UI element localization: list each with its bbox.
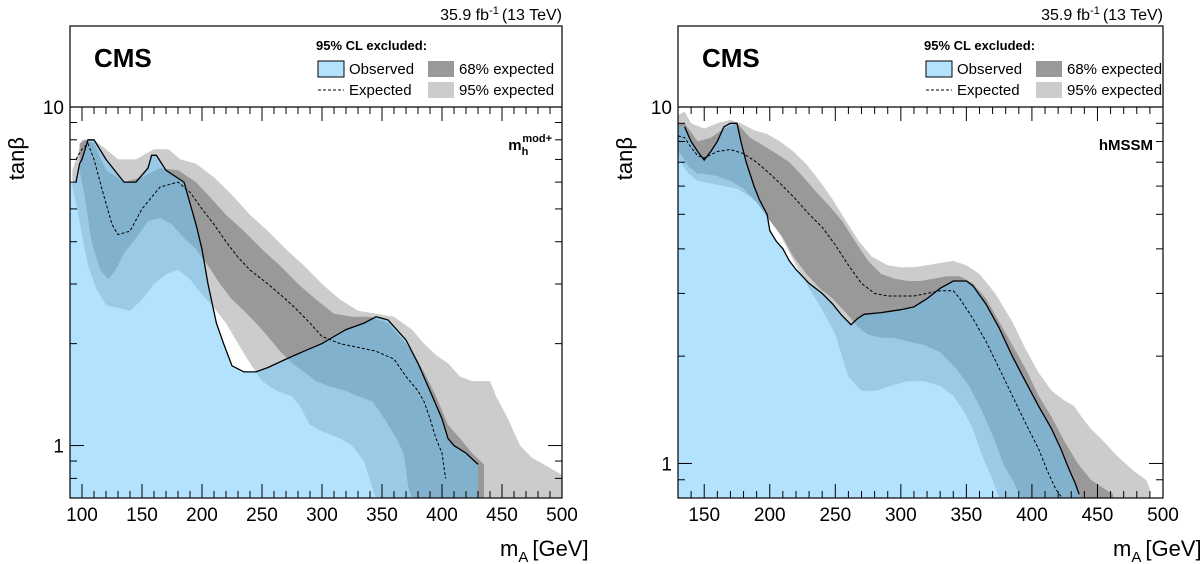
luminosity-exponent: -1 [489, 5, 499, 17]
luminosity-label: 35.9 fb-1 (13 TeV) [440, 5, 562, 24]
legend-title: 95% CL excluded: [924, 38, 1035, 53]
x-axis-title-unit: [GeV] [532, 536, 588, 561]
experiment-label: CMS [94, 43, 152, 73]
observed-excluded-area [678, 123, 1081, 498]
legend-expected-label: Expected [349, 82, 412, 99]
legend-expected-label: Expected [957, 82, 1020, 99]
x-tick-label: 450 [1082, 505, 1114, 526]
legend-95-swatch [428, 82, 454, 98]
observed-limit-line [684, 122, 1080, 495]
luminosity-exponent: -1 [1090, 5, 1100, 17]
x-tick-label: 350 [951, 505, 983, 526]
expected-limit-line [75, 142, 447, 479]
frame [677, 25, 1164, 499]
legend-observed-label: Observed [957, 61, 1022, 78]
x-tick-label: 300 [306, 505, 338, 526]
luminosity-value: 35.9 fb [1041, 7, 1090, 24]
scenario-label: mhmod+ [508, 133, 552, 158]
plot-area [678, 111, 1150, 498]
legend-68-swatch [1036, 61, 1062, 77]
x-axis-title-sub: A [518, 549, 528, 564]
scenario-sub: h [522, 146, 529, 158]
x-axis-title-main: m [1113, 536, 1131, 561]
y-axis-title: tanβ [612, 137, 637, 180]
energy-label: (13 TeV) [1103, 7, 1163, 24]
scenario-label: hMSSM [1099, 137, 1153, 154]
luminosity-value: 35.9 fb [440, 7, 489, 24]
x-tick-label: 500 [546, 505, 578, 526]
energy-label: (13 TeV) [502, 7, 562, 24]
legend-68-swatch [428, 61, 454, 77]
x-tick-label: 350 [366, 505, 398, 526]
x-tick-label: 250 [246, 505, 278, 526]
y-tick-label: 10 [43, 98, 64, 119]
y-tick-label: 1 [53, 437, 64, 458]
scenario-sup: mod+ [522, 133, 552, 145]
frame [69, 25, 563, 499]
x-axis-title-main: m [500, 536, 518, 561]
luminosity-label: 35.9 fb-1 (13 TeV) [1041, 5, 1163, 24]
x-tick-label: 150 [126, 505, 158, 526]
x-axis-title: mA [GeV] [500, 536, 589, 564]
legend-95-swatch [1036, 82, 1062, 98]
legend-observed-swatch [925, 60, 953, 78]
x-axis-title: mA [GeV] [1113, 536, 1200, 564]
x-tick-label: 200 [186, 505, 218, 526]
x-tick-label: 400 [426, 505, 458, 526]
legend-95-label: 95% expected [459, 82, 554, 99]
legend-68-label: 68% expected [459, 61, 554, 78]
legend: 95% CL excluded: Observed Expected 68% expe… [924, 38, 1162, 99]
y-tick-label: 10 [651, 98, 672, 119]
x-tick-label: 500 [1147, 505, 1179, 526]
legend-observed-label: Observed [349, 61, 414, 78]
scenario-main: m [508, 137, 521, 154]
x-axis-title-unit: [GeV] [1145, 536, 1200, 561]
legend-68-label: 68% expected [1067, 61, 1162, 78]
x-tick-label: 450 [486, 505, 518, 526]
x-tick-label: 200 [754, 505, 786, 526]
y-axis-title: tanβ [4, 137, 29, 180]
x-tick-label: 300 [885, 505, 917, 526]
experiment-label: CMS [702, 43, 760, 73]
observed-excluded-area [70, 139, 478, 498]
x-tick-label: 150 [688, 505, 720, 526]
legend: 95% CL excluded: Observed Expected 68% expe… [316, 38, 554, 99]
legend-observed-swatch [317, 60, 345, 78]
observed-limit-line [75, 139, 479, 465]
plot-area [70, 139, 562, 498]
y-tick-label: 1 [661, 454, 672, 475]
legend-95-label: 95% expected [1067, 82, 1162, 99]
x-tick-label: 100 [66, 505, 98, 526]
legend-title: 95% CL excluded: [316, 38, 427, 53]
expected-limit-line [678, 135, 1063, 498]
scenario-main: hMSSM [1099, 137, 1153, 154]
x-tick-label: 250 [819, 505, 851, 526]
x-axis-title-sub: A [1131, 549, 1141, 564]
right-panel: 150 200 250 300 350 400 450 500 1 10 mA [GeV] tanβ 35… [612, 5, 1200, 564]
x-tick-label: 400 [1016, 505, 1048, 526]
